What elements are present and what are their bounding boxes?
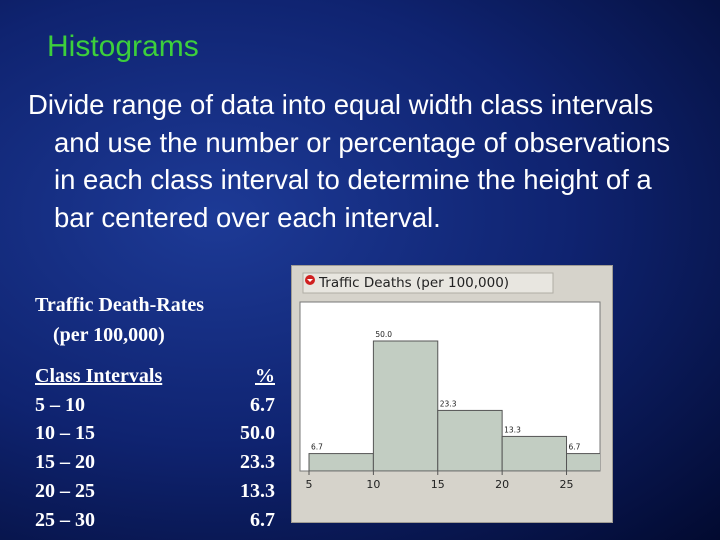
table-cell: 23.3 [240, 451, 275, 474]
table-row: 5 – 10 6.7 [35, 391, 283, 420]
x-tick-label: 5 [306, 478, 313, 491]
table-row: 10 – 15 50.0 [35, 420, 283, 449]
value-label: 13.3 [504, 425, 521, 434]
table-row: Class Intervals% [35, 362, 283, 391]
table-cell: 50.0 [240, 422, 275, 445]
value-label: 6.7 [569, 443, 581, 452]
table-row: 20 – 25 13.3 [35, 477, 283, 506]
table-cell: 6.7 [250, 393, 275, 416]
table-cell: 25 – 30 [35, 508, 95, 531]
table-row: 15 – 20 23.3 [35, 448, 283, 477]
value-label: 6.7 [311, 443, 323, 452]
bar [372, 340, 439, 471]
table-row: 25 – 30 6.7 [35, 506, 283, 535]
x-tick-label: 10 [366, 478, 380, 491]
table-cell: 20 – 25 [35, 480, 95, 503]
table-cell: 15 – 20 [35, 451, 95, 474]
x-tick-label: 15 [431, 478, 445, 491]
table-cell: 13.3 [240, 480, 275, 503]
bar [308, 453, 374, 471]
chart-title: Traffic Deaths (per 100,000) [318, 275, 509, 291]
chart-window: Traffic Deaths (per 100,000) 6.7 50.0 23.3… [291, 265, 613, 523]
bar [566, 453, 600, 471]
interval-table: Class Intervals% 5 – 10 6.7 10 – 15 50.0 15 –… [35, 362, 283, 535]
title-bar [302, 272, 554, 294]
value-label: 23.3 [440, 399, 457, 408]
x-tick-label: 20 [495, 478, 509, 491]
plot: 6.7 50.0 23.3 13.3 6.7 [308, 330, 600, 471]
subheading-line: Traffic Death-Rates [35, 294, 205, 316]
body-text: Divide range of data into equal width cl… [28, 89, 671, 233]
slide-title: Histograms [47, 30, 199, 63]
table-cell: % [255, 364, 275, 387]
table-cell: 6.7 [250, 508, 275, 531]
x-tick-label: 25 [560, 478, 574, 491]
menu-arrow [307, 279, 313, 282]
table-cell: 10 – 15 [35, 422, 95, 445]
table-cell: 5 – 10 [35, 393, 85, 416]
bar [437, 409, 503, 471]
subheading-line: (per 100,000) [53, 324, 165, 346]
value-label: 50.0 [375, 330, 392, 339]
subheading: Traffic Death-Rates (per 100,000) [35, 290, 204, 350]
bar [501, 435, 568, 471]
table-cell: Class Intervals [35, 364, 163, 387]
